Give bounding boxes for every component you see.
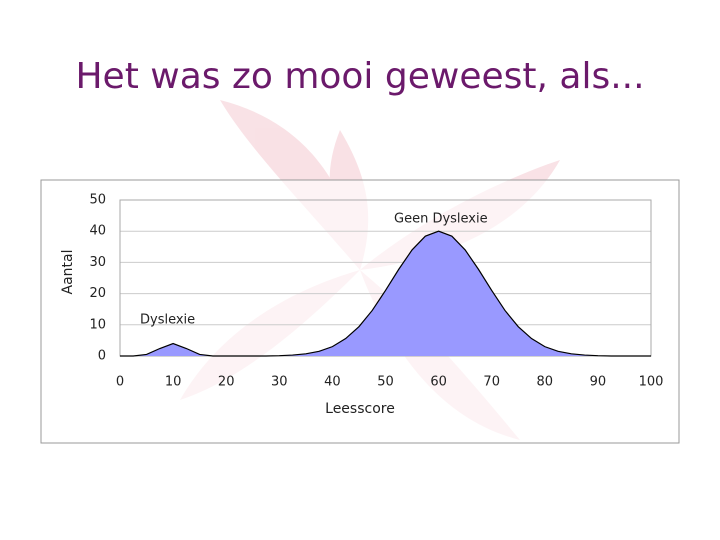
x-tick-label: 60: [430, 375, 447, 390]
y-axis-label: Aantal: [60, 250, 76, 295]
y-tick-label: 30: [89, 255, 106, 270]
x-tick-label: 80: [537, 375, 554, 390]
y-tick-label: 50: [89, 193, 106, 208]
x-tick-label: 40: [324, 375, 341, 390]
x-tick-label: 0: [116, 375, 124, 390]
x-axis-label: Leesscore: [325, 401, 395, 417]
area-line: [120, 230, 651, 357]
slide-title: Het was zo mooi geweest, als...: [75, 56, 644, 97]
x-tick-label: 50: [377, 375, 394, 390]
x-tick-label: 70: [483, 375, 500, 390]
x-tick-label: 90: [590, 375, 607, 390]
y-tick-label: 10: [89, 317, 106, 332]
chart-frame: [40, 179, 680, 444]
x-tick-label: 30: [271, 375, 288, 390]
y-tick-label: 40: [89, 224, 106, 239]
annotation: Geen Dyslexie: [394, 212, 488, 227]
annotation: Dyslexie: [140, 313, 195, 328]
x-tick-label: 20: [218, 375, 235, 390]
y-tick-label: 0: [98, 349, 106, 364]
area: [120, 231, 651, 356]
y-tick-label: 20: [89, 286, 106, 301]
x-tick-label: 10: [165, 375, 182, 390]
x-tick-label: 100: [639, 375, 664, 390]
